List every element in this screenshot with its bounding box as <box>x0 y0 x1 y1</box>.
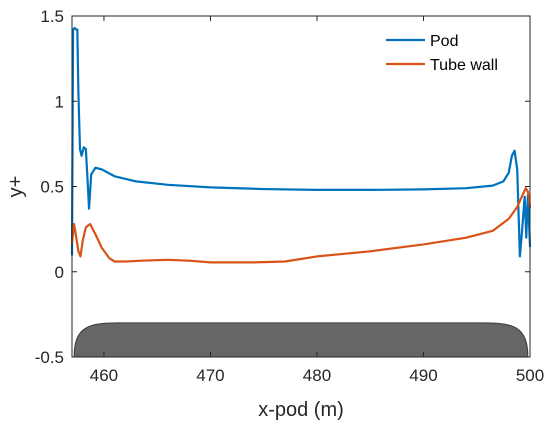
data-point-pod <box>85 148 87 150</box>
data-point-tube-wall <box>525 187 527 189</box>
pod-silhouette <box>73 322 529 358</box>
data-point-tube-wall <box>124 260 126 262</box>
data-point-tube-wall <box>114 260 116 262</box>
data-point-pod <box>422 188 424 190</box>
y-tick-label: 0.5 <box>40 178 64 197</box>
data-point-tube-wall <box>508 218 510 220</box>
data-point-pod <box>511 155 513 157</box>
x-axis-label: x-pod (m) <box>258 399 344 421</box>
data-point-tube-wall <box>209 261 211 263</box>
data-point-pod <box>492 185 494 187</box>
data-point-pod <box>263 188 265 190</box>
data-point-pod <box>209 186 211 188</box>
data-point-tube-wall <box>75 237 77 239</box>
data-point-pod <box>83 146 85 148</box>
y-axis-label: y+ <box>5 176 27 198</box>
data-point-pod <box>88 208 90 210</box>
data-point-tube-wall <box>82 240 84 242</box>
legend: Pod Tube wall <box>386 33 498 74</box>
data-point-pod <box>316 189 318 191</box>
data-point-pod <box>86 177 88 179</box>
x-tick-label: 460 <box>90 366 118 385</box>
y-tick-label: 1 <box>55 92 64 111</box>
data-point-tube-wall <box>140 260 142 262</box>
data-point-pod <box>94 167 96 169</box>
plot-area <box>70 26 532 358</box>
data-point-pod <box>508 172 510 174</box>
legend-label-pod: Pod <box>430 33 458 50</box>
data-point-pod <box>525 237 527 239</box>
data-point-tube-wall <box>188 260 190 262</box>
data-point-tube-wall <box>252 261 254 263</box>
data-point-pod <box>522 216 524 218</box>
data-point-tube-wall <box>89 223 91 225</box>
data-point-tube-wall <box>316 255 318 257</box>
data-point-tube-wall <box>167 259 169 261</box>
data-point-pod <box>520 237 522 239</box>
axes: 460 470 480 490 500 -0.5 0 0.5 1 1.5 <box>35 7 544 385</box>
data-point-tube-wall <box>108 257 110 259</box>
series-line-pod <box>70 26 532 258</box>
data-point-pod <box>369 189 371 191</box>
data-point-pod <box>513 150 515 152</box>
data-point-tube-wall <box>516 206 518 208</box>
data-point-tube-wall <box>79 255 81 257</box>
data-point-pod <box>519 255 521 257</box>
data-point-pod <box>79 148 81 150</box>
data-point-pod <box>524 196 526 198</box>
data-point-pod <box>465 187 467 189</box>
data-point-tube-wall <box>94 233 96 235</box>
data-point-tube-wall <box>465 237 467 239</box>
x-tick-label: 490 <box>409 366 437 385</box>
data-point-tube-wall <box>521 194 523 196</box>
data-point-pod <box>114 175 116 177</box>
data-point-pod <box>76 29 78 31</box>
data-point-pod <box>516 168 518 170</box>
data-point-tube-wall <box>77 250 79 252</box>
data-point-tube-wall <box>85 226 87 228</box>
data-point-pod <box>74 27 76 29</box>
data-point-tube-wall <box>527 191 529 193</box>
data-point-pod <box>101 168 103 170</box>
data-point-pod <box>502 180 504 182</box>
x-tick-label: 480 <box>303 366 331 385</box>
data-point-tube-wall <box>369 250 371 252</box>
data-point-tube-wall <box>492 230 494 232</box>
data-point-pod <box>135 180 137 182</box>
data-point-pod <box>90 173 92 175</box>
data-point-pod <box>77 92 79 94</box>
data-point-tube-wall <box>284 260 286 262</box>
y-tick-label: -0.5 <box>35 348 64 367</box>
y-tick-label: 0 <box>55 263 64 282</box>
data-point-pod <box>167 184 169 186</box>
x-tick-label: 470 <box>196 366 224 385</box>
y-tick-label: 1.5 <box>40 7 64 26</box>
series-line-tube-wall <box>70 187 532 264</box>
data-point-tube-wall <box>101 247 103 249</box>
legend-label-tube-wall: Tube wall <box>430 57 498 74</box>
data-point-tube-wall <box>73 223 75 225</box>
data-point-pod <box>80 155 82 157</box>
x-tick-label: 500 <box>516 366 544 385</box>
data-point-tube-wall <box>422 243 424 245</box>
